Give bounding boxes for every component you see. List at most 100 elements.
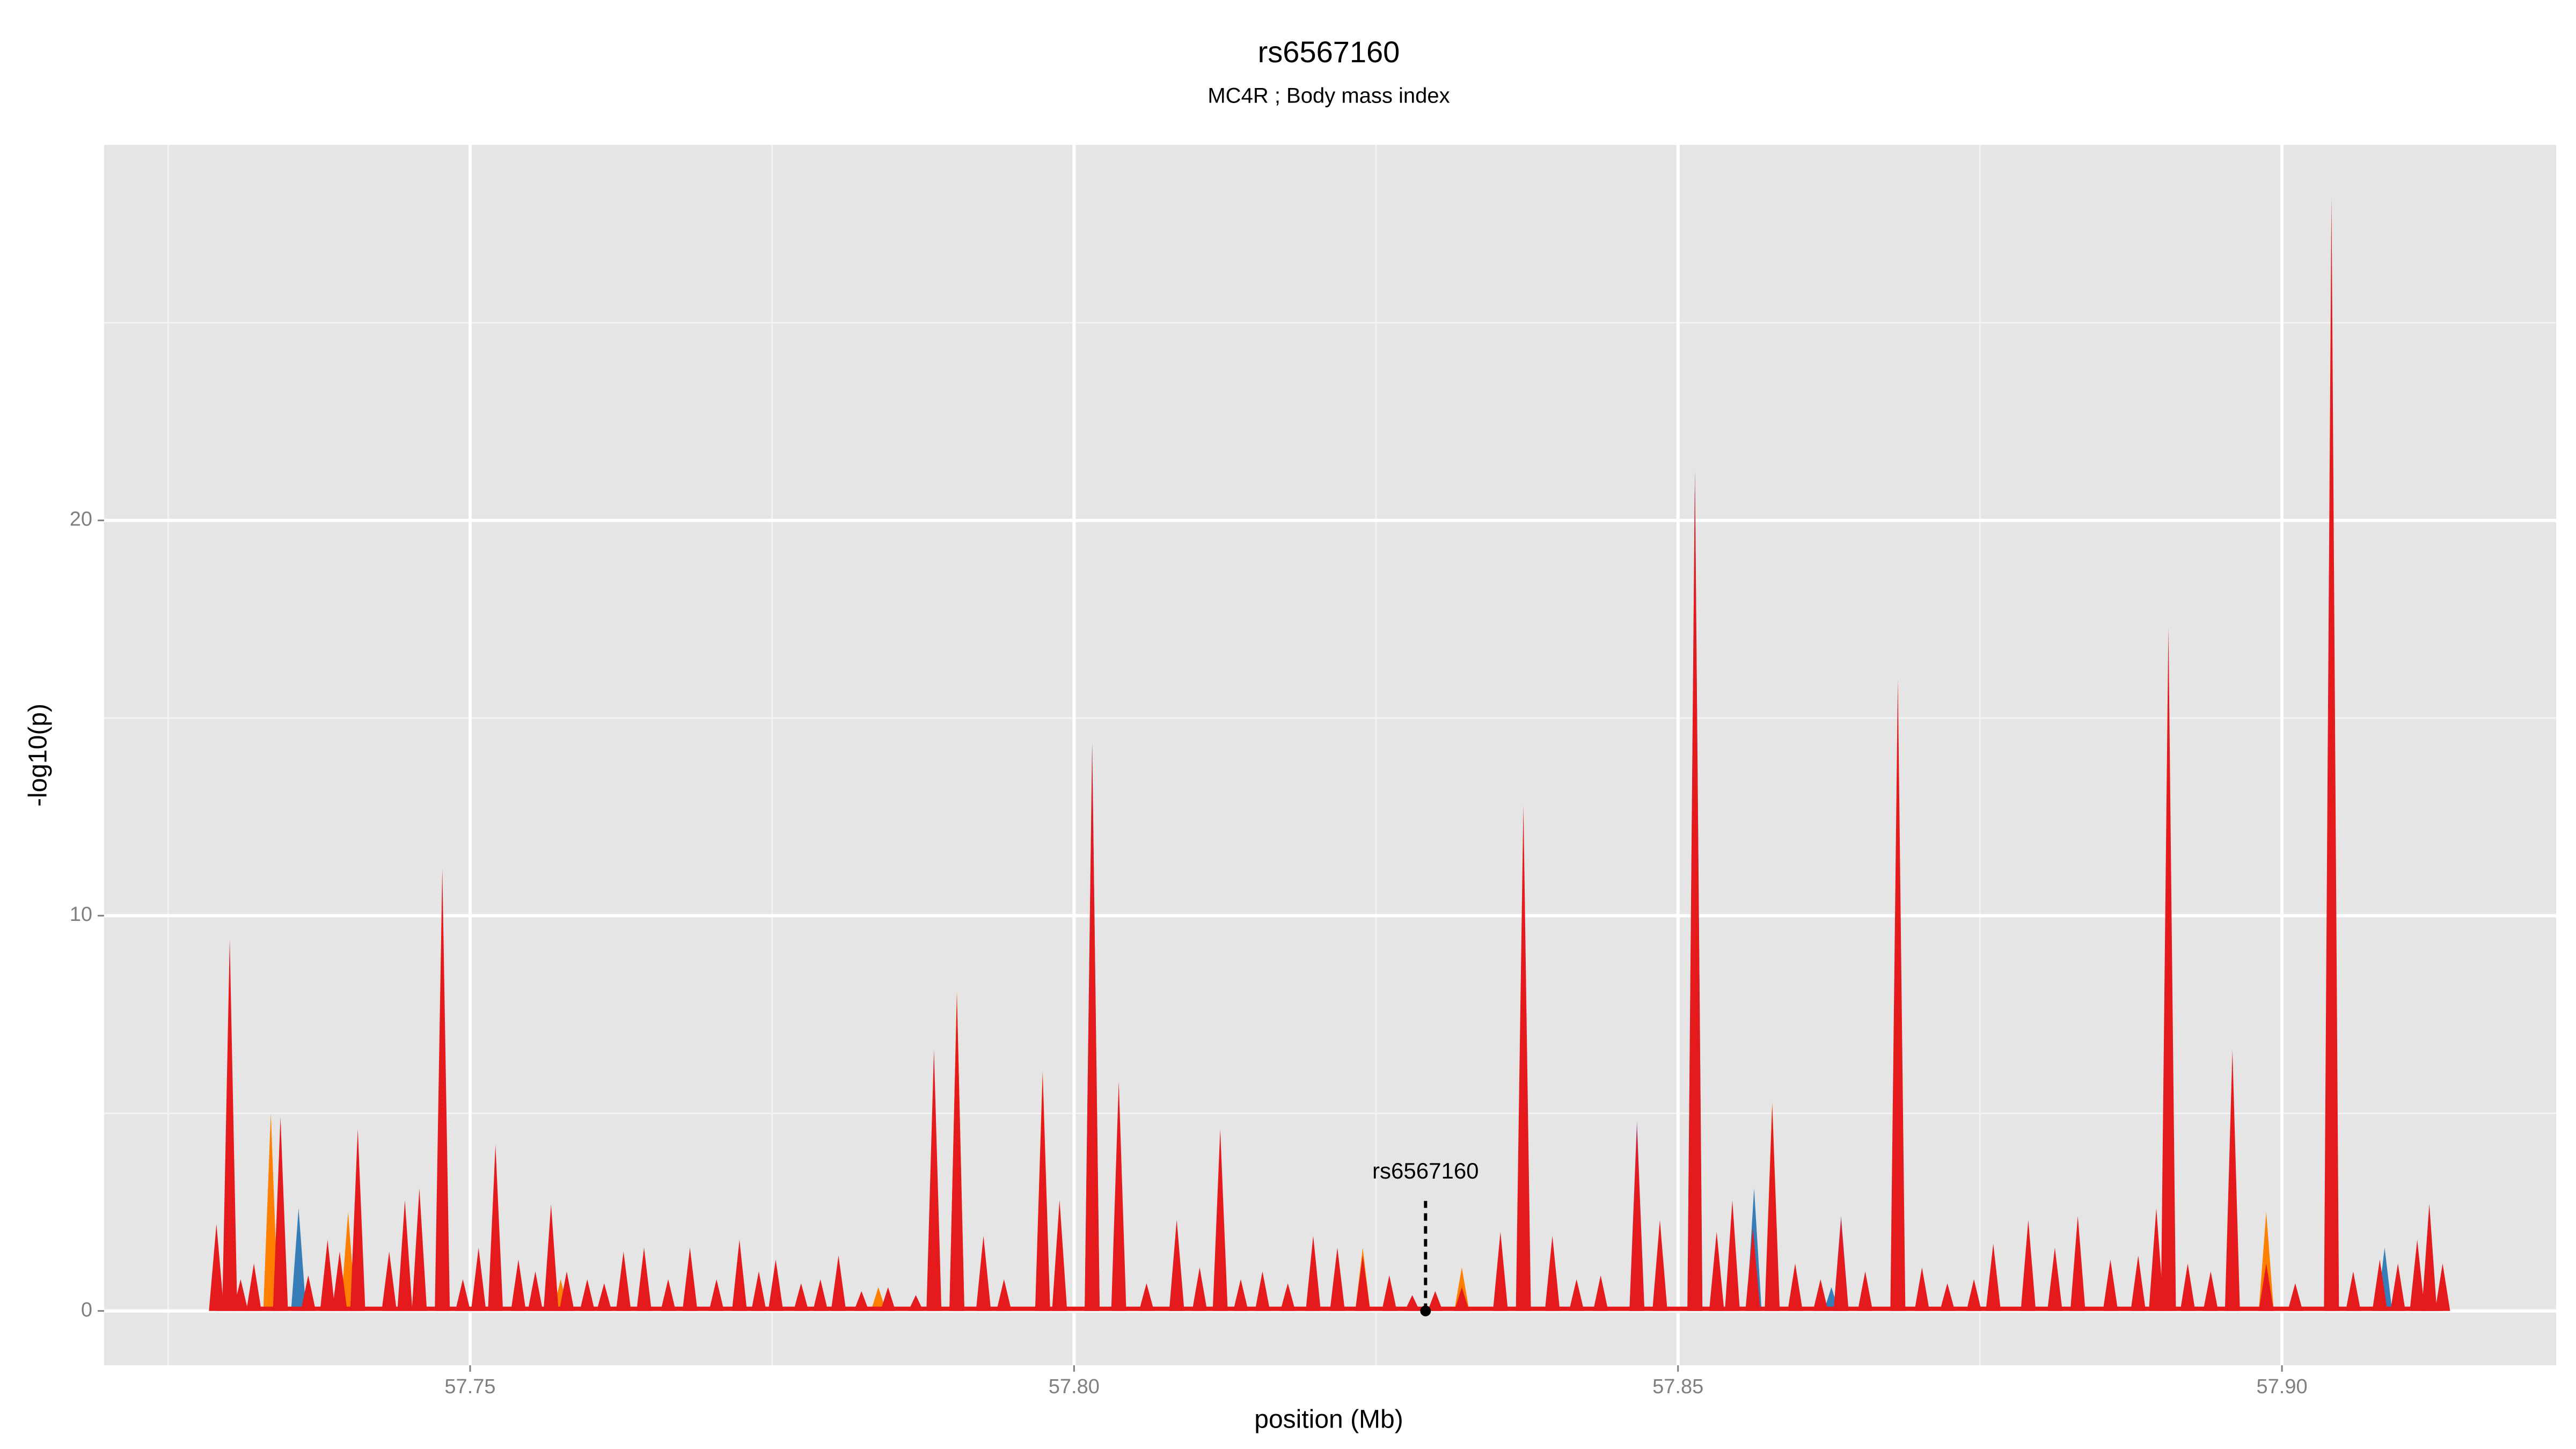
area-spike xyxy=(1169,1220,1184,1311)
area-spike xyxy=(2224,1050,2240,1311)
area-spike xyxy=(412,1188,427,1311)
y-tick-label: 0 xyxy=(81,1299,92,1321)
area-spike xyxy=(2070,1216,2085,1311)
area-spike xyxy=(332,1252,347,1311)
area-spike xyxy=(709,1279,724,1311)
annotation-point xyxy=(1420,1305,1431,1316)
area-spike xyxy=(616,1252,631,1311)
area-spike xyxy=(1857,1271,1873,1311)
area-spike xyxy=(543,1204,559,1311)
area-spike xyxy=(209,1224,224,1311)
area-spike xyxy=(880,1287,896,1311)
area-spike xyxy=(1139,1283,1154,1311)
area-spike xyxy=(1381,1275,1397,1311)
area-spike xyxy=(2203,1271,2219,1311)
area-spike xyxy=(996,1279,1012,1311)
area-spike xyxy=(1085,745,1100,1311)
area-spike xyxy=(1280,1283,1296,1311)
area-spike xyxy=(246,1263,262,1311)
area-spike xyxy=(2372,1259,2388,1311)
area-spike xyxy=(2345,1271,2361,1311)
area-spike xyxy=(1355,1255,1371,1311)
area-spike xyxy=(2324,196,2339,1311)
area-spike xyxy=(1569,1279,1584,1311)
area-spike xyxy=(2390,1263,2406,1311)
area-spike xyxy=(2258,1263,2274,1311)
area-spike xyxy=(2287,1283,2303,1311)
area-spike xyxy=(1233,1279,1248,1311)
area-spike xyxy=(1212,1129,1228,1311)
area-spike xyxy=(2258,1212,2274,1311)
area-spike xyxy=(1404,1295,1420,1311)
area-spike xyxy=(559,1271,575,1311)
area-spike xyxy=(908,1295,924,1311)
area-spike xyxy=(2103,1259,2118,1311)
area-spike xyxy=(831,1255,846,1311)
area-spike xyxy=(301,1275,316,1311)
y-tick-label: 10 xyxy=(70,903,92,926)
chart-title: rs6567160 xyxy=(1258,35,1400,69)
area-spike xyxy=(471,1247,486,1311)
area-spike xyxy=(2180,1263,2196,1311)
x-tick-label: 57.85 xyxy=(1652,1375,1703,1398)
y-axis-label: -log10(p) xyxy=(24,704,53,807)
area-spike xyxy=(580,1279,595,1311)
area-spike xyxy=(731,1240,747,1311)
area-spike xyxy=(870,1287,886,1311)
area-spike xyxy=(636,1247,652,1311)
area-spike xyxy=(1035,1073,1050,1311)
area-spike xyxy=(661,1279,676,1311)
area-spike xyxy=(2021,1220,2036,1311)
area-spike xyxy=(596,1283,612,1311)
area-spike xyxy=(455,1279,471,1311)
area-spike xyxy=(751,1271,766,1311)
area-spike xyxy=(2161,627,2176,1311)
area-spike xyxy=(1629,1129,1645,1311)
area-spike xyxy=(1765,1105,1780,1311)
area-spike xyxy=(1255,1271,1270,1311)
area-spike xyxy=(813,1279,828,1311)
area-spike xyxy=(1652,1220,1667,1311)
area-spike xyxy=(1745,1228,1761,1311)
area-spike xyxy=(2131,1255,2146,1311)
annotation-label: rs6567160 xyxy=(1372,1158,1479,1183)
area-baseline xyxy=(216,1306,2443,1311)
plot-panel xyxy=(104,145,2556,1365)
area-spike xyxy=(528,1271,543,1311)
area-spike xyxy=(2421,1204,2437,1311)
area-spike xyxy=(320,1240,335,1311)
area-spike xyxy=(488,1145,503,1311)
area-spike xyxy=(382,1252,397,1311)
area-spike xyxy=(1545,1235,1560,1311)
area-spike xyxy=(222,939,238,1311)
x-tick-label: 57.80 xyxy=(1049,1375,1100,1398)
area-spike xyxy=(1940,1283,1955,1311)
area-spike xyxy=(1687,473,1703,1311)
area-spike xyxy=(397,1200,413,1311)
y-tick-label: 20 xyxy=(70,508,92,531)
area-spike xyxy=(949,994,965,1311)
area-spike xyxy=(511,1259,526,1311)
area-spike xyxy=(1986,1243,2001,1311)
area-spike xyxy=(2410,1240,2425,1311)
area-spike xyxy=(1428,1291,1443,1311)
area-spike xyxy=(1966,1279,1982,1311)
area-spike xyxy=(1330,1247,1345,1311)
chart-subtitle: MC4R ; Body mass index xyxy=(1208,84,1450,108)
area-spike xyxy=(291,1208,306,1311)
area-spike xyxy=(1516,804,1531,1311)
area-spike xyxy=(976,1235,991,1311)
area-spike xyxy=(1593,1275,1608,1311)
area-spike xyxy=(263,1113,279,1311)
area-spike xyxy=(350,1129,365,1311)
area-spike xyxy=(1305,1235,1321,1311)
area-spike xyxy=(1192,1267,1208,1311)
area-spike xyxy=(2435,1263,2450,1311)
area-spike xyxy=(1454,1287,1469,1311)
x-tick-label: 57.75 xyxy=(444,1375,495,1398)
area-spike xyxy=(2149,1208,2164,1311)
x-tick-label: 57.90 xyxy=(2257,1375,2308,1398)
area-spike xyxy=(1813,1279,1828,1311)
area-spike xyxy=(1111,1081,1126,1311)
